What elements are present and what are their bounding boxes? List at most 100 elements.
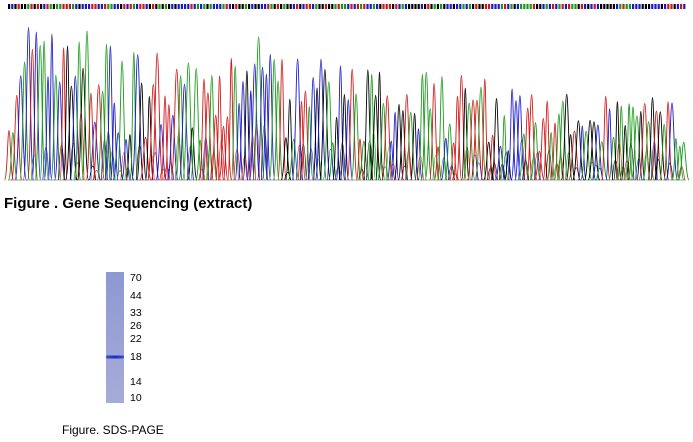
trace-peak [554, 113, 564, 181]
trace-peak [377, 102, 390, 181]
base-call [267, 4, 270, 9]
base-call [136, 4, 139, 9]
trace-peak [491, 97, 502, 181]
trace-peak [73, 162, 81, 181]
base-call [187, 4, 190, 9]
trace-peak [129, 51, 138, 181]
base-call [334, 4, 337, 9]
base-call [558, 4, 561, 9]
base-call [148, 4, 151, 9]
base-call [132, 4, 135, 9]
base-call [11, 4, 14, 9]
base-call [603, 4, 606, 9]
base-call [62, 4, 65, 9]
trace-peak [31, 31, 41, 181]
marker-label: 70 [130, 272, 142, 284]
trace-peak [381, 166, 389, 181]
trace-peak [43, 76, 53, 181]
base-call [382, 4, 385, 9]
trace-peak [522, 107, 533, 181]
trace-peak [297, 100, 306, 181]
trace-peak [27, 48, 38, 181]
trace-peak [507, 88, 517, 181]
base-call [369, 4, 372, 9]
trace-peak [420, 71, 432, 181]
trace-peak [260, 124, 268, 181]
base-call [644, 4, 647, 9]
base-call [628, 4, 631, 9]
trace-peak [475, 86, 487, 181]
trace-peak [560, 93, 573, 181]
base-call [308, 4, 311, 9]
base-call [129, 4, 132, 9]
trace-peak [170, 68, 183, 181]
trace-peak [475, 162, 483, 181]
base-call [417, 4, 420, 9]
base-call [465, 4, 468, 9]
base-call [561, 4, 564, 9]
trace-peak [568, 130, 581, 181]
trace-peak [92, 84, 106, 181]
base-call [225, 4, 228, 9]
base-call [17, 4, 20, 9]
base-call [584, 4, 587, 9]
base-call [228, 4, 231, 9]
base-call [65, 4, 68, 9]
trace-peak [234, 102, 244, 181]
trace-peak [401, 165, 409, 181]
trace-peak [206, 148, 214, 181]
marker-label: 18 [130, 351, 142, 363]
trace-peak [268, 58, 280, 181]
base-call [472, 4, 475, 9]
trace-peak [93, 169, 100, 181]
base-call [203, 4, 206, 9]
trace-peak [272, 80, 284, 181]
trace-peak [280, 137, 292, 181]
base-call [427, 4, 430, 9]
base-call [321, 4, 324, 9]
base-call [152, 4, 155, 9]
base-call [440, 4, 443, 9]
base-call [497, 4, 500, 9]
base-call [600, 4, 603, 9]
trace-peak [8, 132, 18, 181]
base-call [46, 4, 49, 9]
base-call [452, 4, 455, 9]
trace-peak [265, 53, 276, 181]
base-call [625, 4, 628, 9]
base-call [260, 4, 263, 9]
base-call [667, 4, 670, 9]
base-call [331, 4, 334, 9]
trace-peak [11, 94, 23, 181]
base-call [235, 4, 238, 9]
base-call [206, 4, 209, 9]
marker-label: 44 [130, 290, 142, 302]
base-call [590, 4, 593, 9]
trace-peak [30, 154, 38, 181]
base-call [526, 4, 529, 9]
base-call [292, 4, 295, 9]
trace-peak [343, 99, 353, 181]
trace-peak [595, 141, 609, 181]
base-call [401, 4, 404, 9]
base-call [81, 4, 84, 9]
base-call [379, 4, 382, 9]
base-call [276, 4, 279, 9]
trace-peak [307, 148, 315, 181]
marker-label: 14 [130, 376, 142, 388]
trace-peak [404, 111, 417, 181]
base-call [30, 4, 33, 9]
trace-peak [675, 145, 685, 181]
trace-peak [350, 93, 362, 181]
trace-peak [553, 163, 561, 181]
base-call [24, 4, 27, 9]
trace-peak [136, 82, 147, 181]
base-call [340, 4, 343, 9]
base-call [344, 4, 347, 9]
base-call [27, 4, 30, 9]
trace-peak [381, 95, 394, 181]
base-call [209, 4, 212, 9]
base-call [59, 4, 62, 9]
base-call [376, 4, 379, 9]
base-call [462, 4, 465, 9]
